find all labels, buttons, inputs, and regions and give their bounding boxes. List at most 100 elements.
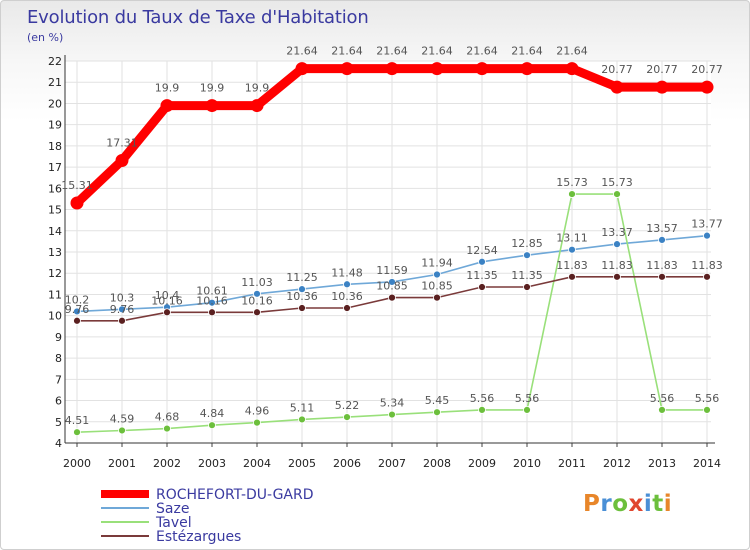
y-tick-label: 20 [48,97,62,110]
x-tick-label: 2010 [513,457,541,470]
x-tick-label: 2002 [153,457,181,470]
y-tick-label: 21 [48,76,62,89]
y-tick-label: 13 [48,246,62,259]
data-label: 13.11 [556,232,588,245]
data-point [208,421,216,430]
x-tick-label: 2001 [108,457,136,470]
data-label: 21.64 [421,45,453,58]
data-label: 10.85 [376,280,408,293]
data-label: 20.77 [691,63,723,76]
logo-letter: r [600,491,613,517]
y-tick-label: 11 [48,288,62,301]
data-label: 9.76 [110,303,135,316]
legend-label: Estézargues [156,529,241,545]
x-tick-label: 2013 [648,457,676,470]
data-point [73,428,81,437]
data-label: 21.64 [376,45,408,58]
data-point [655,80,669,94]
data-label: 13.77 [691,218,723,231]
x-tick-label: 2005 [288,457,316,470]
data-label: 12.54 [466,244,498,257]
data-label: 11.35 [466,269,498,282]
data-point [478,283,486,291]
logo-letter: o [612,491,629,517]
data-label: 5.56 [470,392,495,405]
data-label: 21.64 [286,45,318,58]
data-point [613,190,621,198]
data-label: 19.9 [200,82,225,95]
data-label: 15.31 [61,179,93,192]
y-tick-label: 12 [48,267,62,280]
legend-label: ROCHEFORT-DU-GARD [156,487,314,503]
data-point [568,190,576,198]
data-label: 10.4 [155,289,180,302]
data-label: 10.36 [331,290,363,303]
legend-label: Tavel [155,515,192,531]
data-point [163,308,171,317]
data-label: 11.25 [286,271,318,284]
data-label: 4.84 [200,407,225,420]
y-tick-label: 5 [55,416,62,429]
data-point [658,236,666,244]
data-point [430,62,444,76]
data-point [388,293,396,302]
y-tick-label: 9 [55,331,62,344]
y-tick-label: 14 [48,225,62,238]
logo-letter: i [643,491,653,517]
data-point [253,308,261,317]
data-label: 12.85 [511,237,543,250]
data-label: 10.16 [151,294,183,307]
data-point [523,405,531,414]
data-point [343,304,351,312]
data-label: 11.83 [691,259,723,272]
data-point [565,62,579,76]
data-label: 11.35 [511,269,543,282]
data-label: 21.64 [331,45,363,58]
data-point [340,62,354,76]
data-point [160,99,174,113]
data-label: 5.45 [425,394,450,407]
data-label: 10.16 [241,294,273,307]
data-label: 11.83 [601,259,633,272]
data-point [343,280,351,289]
data-point [253,418,261,427]
data-point [208,298,216,307]
data-label: 5.56 [695,392,720,405]
data-point [118,305,126,314]
data-label: 11.83 [646,259,678,272]
data-point [298,415,306,424]
data-point [385,62,399,76]
data-label: 5.56 [650,392,675,405]
data-point [613,272,621,281]
data-point [73,316,81,325]
x-tick-label: 2007 [378,457,406,470]
data-point [478,257,486,266]
data-label: 11.59 [376,264,408,277]
y-tick-label: 16 [48,182,62,195]
data-label: 11.48 [331,266,363,279]
data-point [298,285,306,294]
x-tick-label: 2000 [63,457,91,470]
data-point [250,99,264,113]
data-label: 4.59 [110,412,135,425]
data-point [343,413,351,422]
data-point [703,272,711,281]
data-label: 11.03 [241,276,273,289]
data-label: 10.3 [110,291,135,304]
data-point [208,308,216,317]
data-point [523,283,531,291]
data-point [658,405,666,414]
data-label: 20.77 [601,63,633,76]
y-tick-label: 19 [48,119,62,132]
y-tick-label: 7 [55,373,62,386]
data-point [118,426,126,435]
x-tick-label: 2009 [468,457,496,470]
data-point [703,405,711,414]
y-tick-label: 17 [48,161,62,174]
data-label: 11.83 [556,259,588,272]
data-point [613,240,621,249]
data-point [568,245,576,254]
data-label: 10.2 [65,293,90,306]
data-point [433,270,441,279]
data-point [388,410,396,419]
